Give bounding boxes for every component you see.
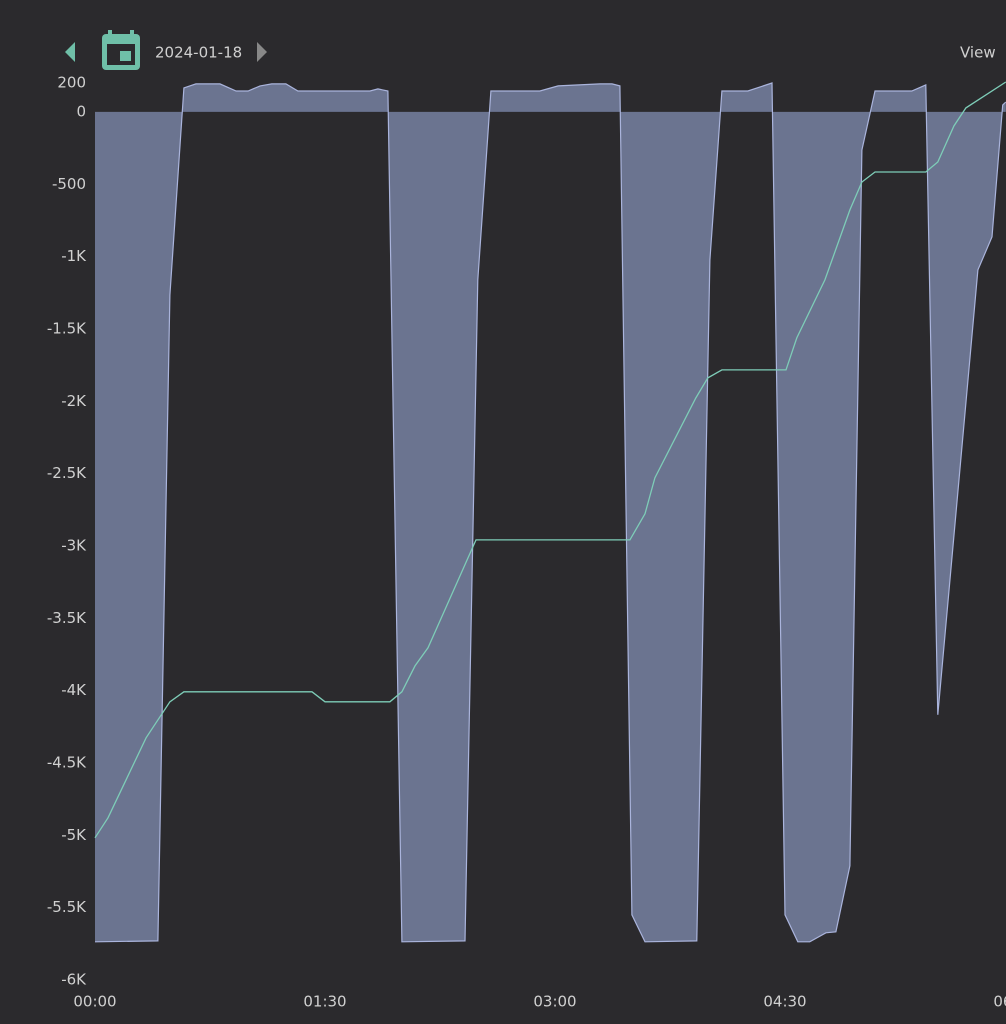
x-tick-label: 06:00: [993, 993, 1006, 1011]
area-outline: [94, 82, 1006, 943]
y-tick-label: 200: [57, 74, 86, 92]
next-day-button[interactable]: [257, 42, 267, 62]
y-tick-label: -1.5K: [47, 319, 87, 337]
y-tick-label: -3.5K: [47, 609, 87, 627]
calendar-button[interactable]: [102, 30, 140, 70]
y-tick-label: -6K: [61, 971, 87, 989]
x-tick-label: 00:00: [73, 993, 116, 1011]
line: [94, 81, 1006, 839]
y-tick-label: -1K: [61, 247, 87, 265]
date-label: 2024-01-18: [155, 44, 242, 62]
y-tick-label: 0: [76, 102, 86, 120]
x-tick-label: 03:00: [533, 993, 576, 1011]
prev-day-button[interactable]: [65, 42, 75, 62]
y-tick-label: -2.5K: [47, 464, 87, 482]
y-tick-label: -2K: [61, 392, 87, 410]
y-tick-label: -5.5K: [47, 898, 87, 916]
y-tick-label: -4K: [61, 681, 87, 699]
x-tick-label: 01:30: [303, 993, 346, 1011]
calendar-ring: [130, 30, 134, 38]
calendar-day: [120, 51, 131, 61]
y-tick-label: -5K: [61, 826, 87, 844]
y-tick-label: -4.5K: [47, 753, 87, 771]
calendar-ring: [108, 30, 112, 38]
y-tick-label: -3K: [61, 536, 87, 554]
view-button[interactable]: View: [960, 44, 996, 62]
y-tick-label: -500: [52, 175, 86, 193]
area-fill: [95, 83, 1006, 942]
plot: 200 0 -500 -1K -1.5K -2K -2.5K -3K -3.5K -4K -4.5K…: [47, 74, 1006, 1011]
x-tick-label: 04:30: [763, 993, 806, 1011]
